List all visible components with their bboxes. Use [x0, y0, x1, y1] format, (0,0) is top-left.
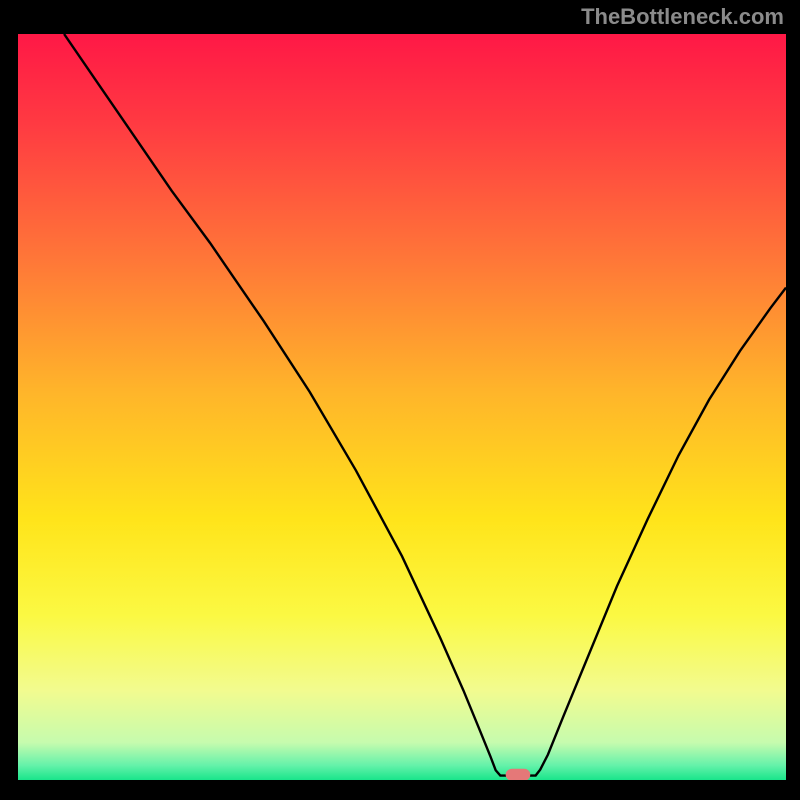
chart-background — [18, 34, 786, 780]
watermark-text: TheBottleneck.com — [581, 4, 784, 30]
chart-svg — [18, 34, 786, 780]
plot-area — [18, 34, 786, 780]
chart-frame: TheBottleneck.com — [0, 0, 800, 800]
optimal-marker — [506, 769, 531, 780]
